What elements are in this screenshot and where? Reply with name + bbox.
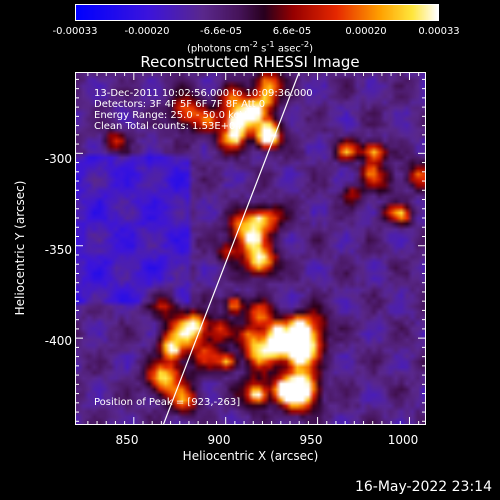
heatmap-image [75,72,426,425]
colorbar-tick: -0.00020 [124,26,170,37]
x-tick-label: 900 [207,433,231,447]
colorbar-tick: 0.00020 [345,26,387,37]
limb-line [162,72,300,425]
colorbar-unit: (photons cm-2 s-1 asec-2) [186,39,314,55]
colorbar [75,4,439,21]
annotation-time: 13-Dec-2011 10:02:56.000 to 10:09:36.000 [94,88,313,99]
y-tick-label: -350 [44,243,72,257]
chart-title: Reconstructed RHESSI Image [140,53,360,71]
timestamp: 16-May-2022 23:14 [354,479,492,495]
annotation-detectors: Detectors: 3F 4F 5F 6F 7F 8F Att 0 [94,99,266,110]
colorbar-tick: 6.6e-05 [272,26,312,37]
annotation-energy: Energy Range: 25.0 - 50.0 keV [94,110,247,121]
y-tick-label: -400 [44,334,72,348]
axis-ticks [75,72,426,425]
colorbar-tick: -0.00033 [52,26,98,37]
plot-frame [75,72,426,425]
annotation-counts: Clean Total counts: 1.53E+04 [94,121,242,132]
y-axis-label: Heliocentric Y (arcsec) [13,180,27,316]
annotation-peak: Position of Peak = [923,-263] [94,397,241,408]
plot-area [75,72,426,425]
x-tick-label: 850 [115,433,139,447]
y-tick-label: -300 [44,152,72,166]
colorbar-tick: 0.00033 [418,26,460,37]
x-tick-label: 950 [299,433,323,447]
x-axis-label: Heliocentric X (arcsec) [182,449,319,463]
x-tick-label: 1000 [387,433,419,447]
colorbar-tick: -6.6e-05 [200,26,242,37]
